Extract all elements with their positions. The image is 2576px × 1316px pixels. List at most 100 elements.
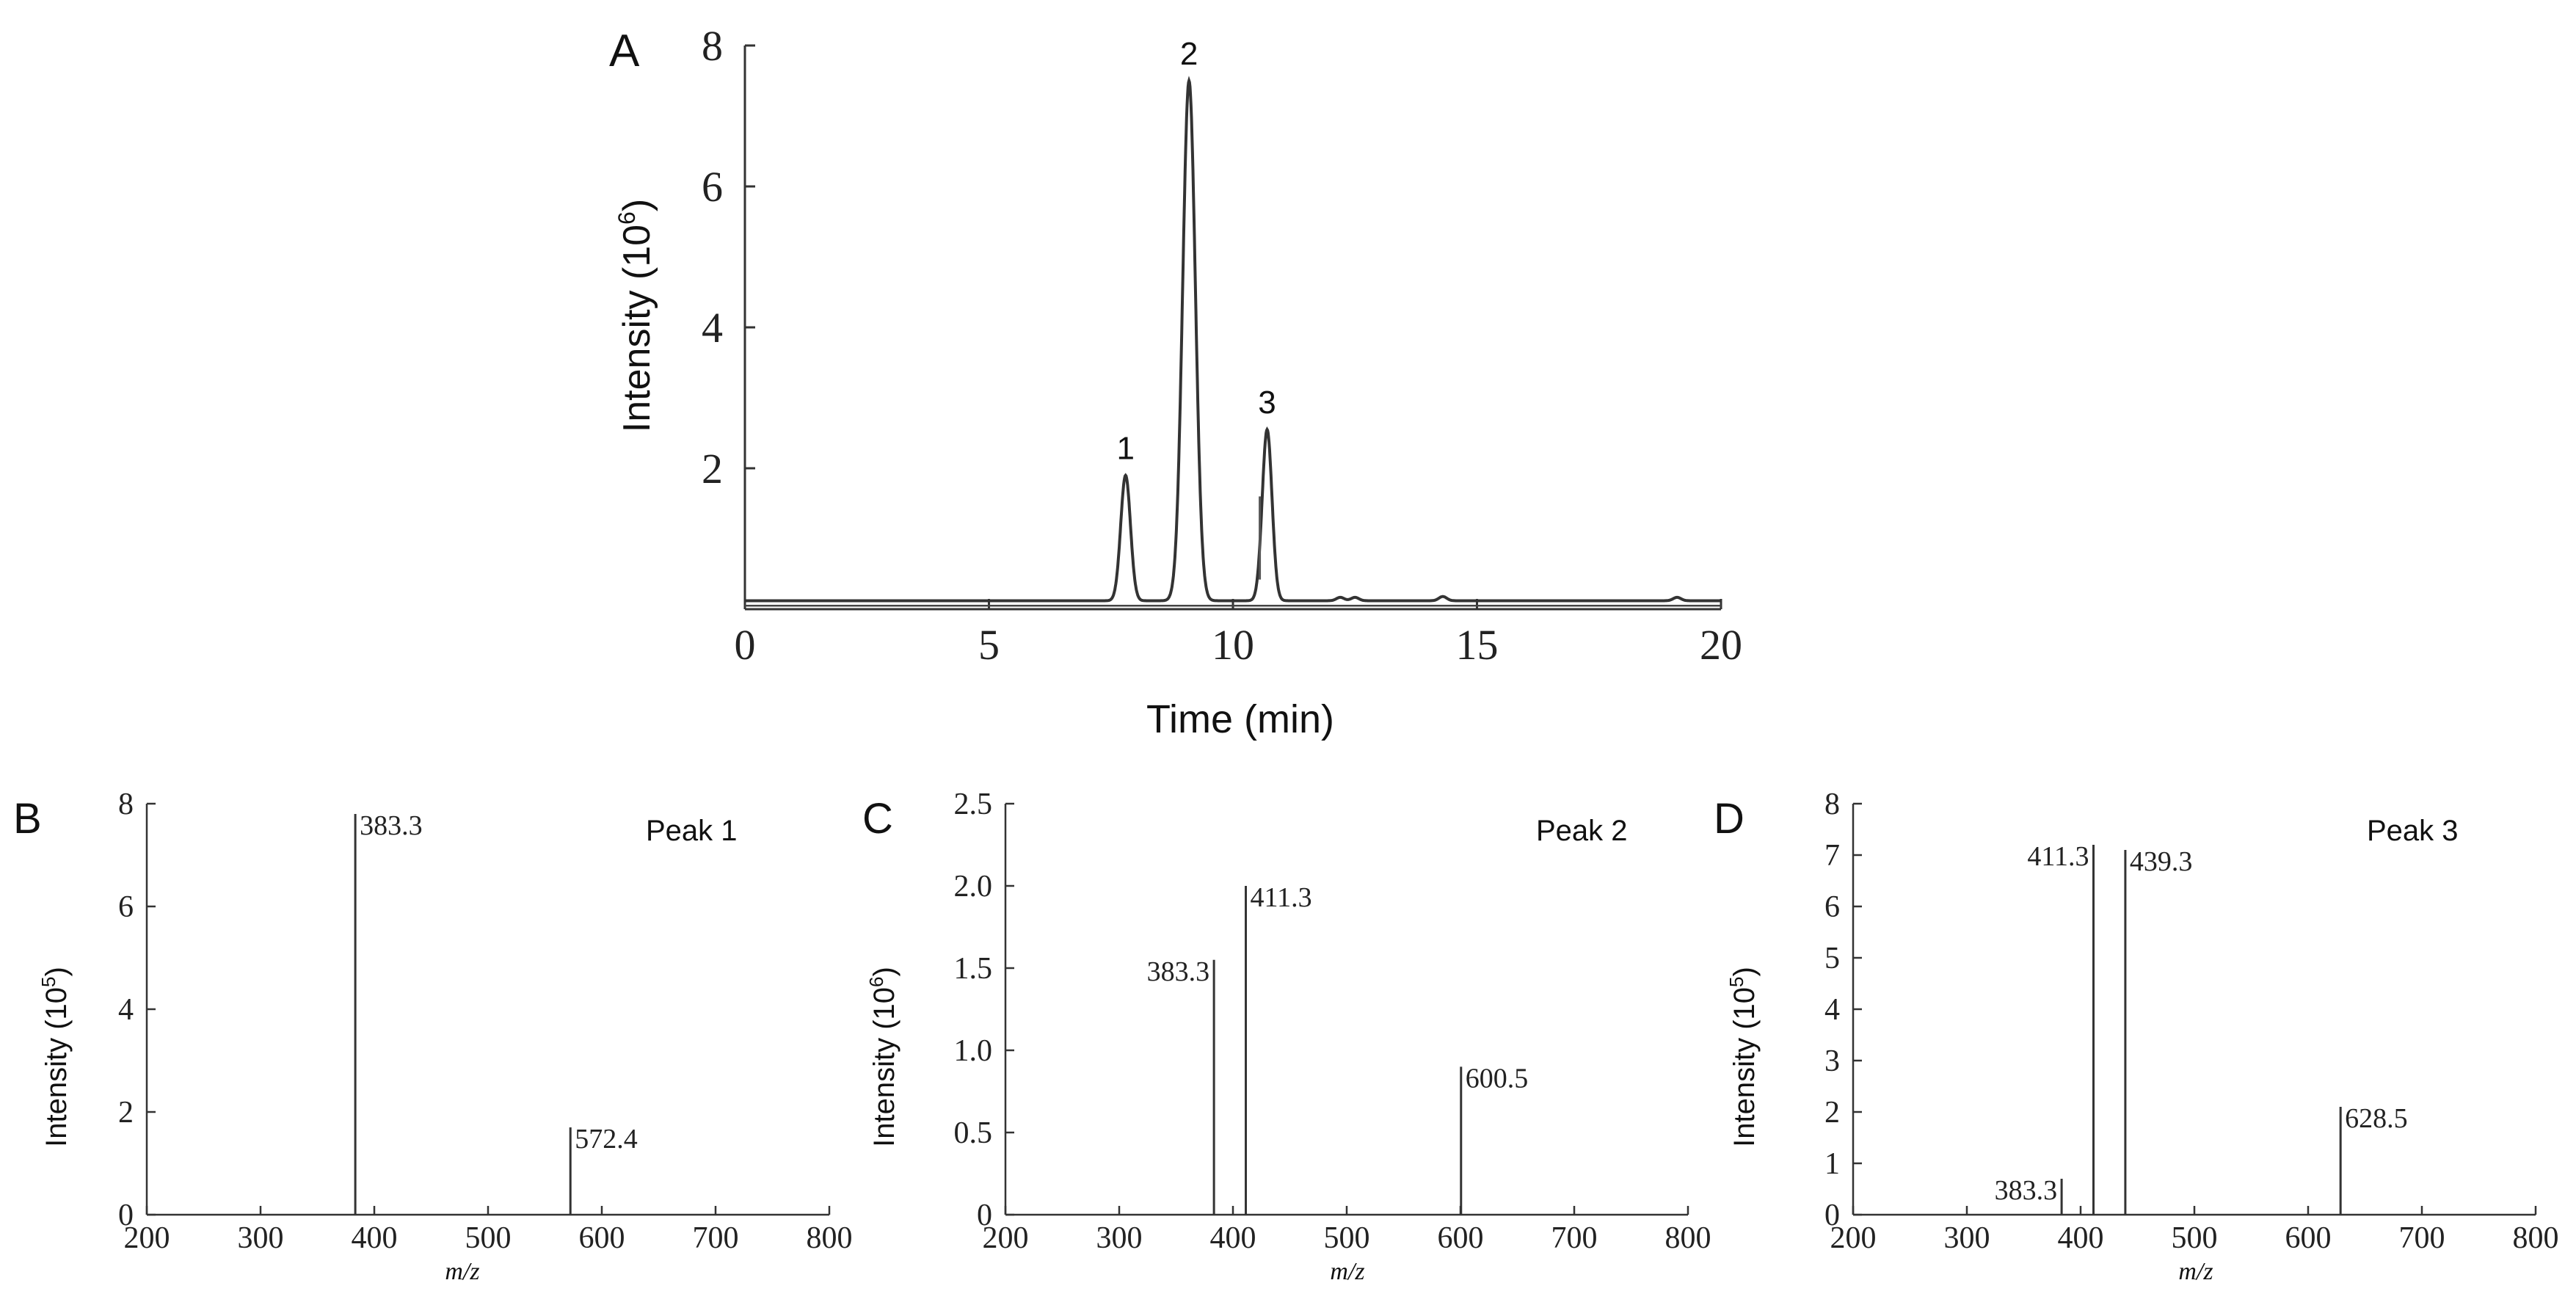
panel-d-peak-label: 628.5 xyxy=(2345,1103,2408,1134)
panel-d-letter: D xyxy=(1714,795,1744,843)
panel-c-letter: C xyxy=(862,795,893,843)
svg-text:Intensity (105): Intensity (105) xyxy=(1725,967,1761,1147)
panel-b-ylabel-close: ) xyxy=(40,967,73,976)
panel-b-x-tick-label: 800 xyxy=(807,1221,853,1255)
svg-text:Intensity (106): Intensity (106) xyxy=(865,967,900,1147)
panel-b-y-tick-label: 2 xyxy=(118,1096,134,1130)
panel-b-ylabel-main: Intensity (10 xyxy=(40,987,73,1147)
panel-a-ylabel-main: Intensity (10 xyxy=(616,225,658,432)
panel-a-xlabel: Time (min) xyxy=(1146,697,1334,741)
panel-c-y-tick-label: 1.0 xyxy=(954,1034,993,1068)
panel-a: A Intensity (106) Time (min) 0 5 10 15 20246… xyxy=(609,22,1742,741)
panel-a-ylabel-close: ) xyxy=(616,199,658,211)
svg-text:Intensity (106): Intensity (106) xyxy=(614,199,658,432)
panel-c-peak-label: 383.3 xyxy=(1147,956,1210,987)
panel-c-xlabel: m/z xyxy=(1330,1258,1364,1285)
panel-b-plot: 200 300 400 500 600 700 800 0 2 4 6 8 383.3 572.4 xyxy=(118,788,853,1255)
panel-a-yaxis-label: Intensity (106) xyxy=(614,199,658,432)
panel-d-y-tick-label: 4 xyxy=(1824,993,1840,1027)
panel-d-peak-label: 439.3 xyxy=(2130,846,2193,877)
panel-a-x-tick-label: 0 xyxy=(735,621,756,669)
panel-b-y-tick-label: 4 xyxy=(118,993,134,1027)
panel-d-y-tick-label: 1 xyxy=(1824,1147,1840,1181)
panel-d: D Intensity (105) Peak 3 m/z 200 300 400 50… xyxy=(1714,788,2559,1285)
panel-d-peak-label: 383.3 xyxy=(1995,1175,2058,1206)
panel-b-x-tick-label: 300 xyxy=(238,1221,284,1255)
panel-b-x-tick-label: 400 xyxy=(352,1221,398,1255)
panel-d-xlabel: m/z xyxy=(2178,1258,2213,1285)
panel-d-y-tick-label: 3 xyxy=(1824,1044,1840,1078)
panel-a-peak-label: 1 xyxy=(1116,431,1134,467)
panel-b-y-tick-label: 8 xyxy=(118,788,134,821)
panel-a-peak-label: 2 xyxy=(1180,36,1198,72)
panel-b-y-tick-label: 0 xyxy=(118,1199,134,1232)
panel-c-x-tick-label: 800 xyxy=(1665,1221,1711,1255)
panel-d-y-tick-label: 6 xyxy=(1824,890,1840,924)
panel-c-ylabel-exp: 6 xyxy=(865,976,887,986)
panel-a-peak-label: 3 xyxy=(1258,385,1276,421)
panel-b-xlabel: m/z xyxy=(445,1258,479,1285)
panel-a-x-tick-label: 10 xyxy=(1212,621,1254,669)
panel-d-x-tick-label: 600 xyxy=(2285,1221,2332,1255)
panel-a-x-tick-label: 20 xyxy=(1700,621,1742,669)
panel-d-title: Peak 3 xyxy=(2367,815,2459,847)
panel-a-plot: 0 5 10 15 20 2 4 6 8 1 2 3 xyxy=(702,22,1742,669)
panel-d-y-tick-label: 7 xyxy=(1824,839,1840,873)
panel-d-y-tick-label: 0 xyxy=(1824,1199,1840,1232)
panel-d-x-tick-label: 500 xyxy=(2172,1221,2218,1255)
panel-c-y-tick-label: 2.5 xyxy=(954,788,993,821)
panel-d-x-tick-label: 300 xyxy=(1944,1221,1990,1255)
panel-c-ylabel-close: ) xyxy=(868,967,900,976)
panel-c-y-tick-label: 0.5 xyxy=(954,1116,993,1150)
panel-c-x-tick-label: 600 xyxy=(1438,1221,1484,1255)
panel-d-x-tick-label: 400 xyxy=(2058,1221,2104,1255)
panel-d-peak-label: 411.3 xyxy=(2027,841,2089,872)
svg-text:Intensity (105): Intensity (105) xyxy=(37,967,73,1147)
panel-b-yaxis-label: Intensity (105) xyxy=(37,967,73,1147)
panel-b-ylabel-exp: 5 xyxy=(37,976,59,986)
panel-c-x-tick-label: 500 xyxy=(1324,1221,1370,1255)
panel-d-y-tick-label: 5 xyxy=(1824,942,1840,975)
panel-d-ylabel-main: Intensity (10 xyxy=(1728,987,1761,1147)
panel-a-y-tick-label: 4 xyxy=(702,304,723,352)
panel-d-x-tick-label: 700 xyxy=(2399,1221,2445,1255)
panel-c-y-tick-label: 2.0 xyxy=(954,870,993,904)
panel-a-ylabel-exp: 6 xyxy=(614,211,640,225)
panel-a-x-tick-label: 15 xyxy=(1456,621,1499,669)
panel-b-title: Peak 1 xyxy=(646,815,738,847)
panel-c-x-tick-label: 300 xyxy=(1096,1221,1143,1255)
panel-b-peak-label: 383.3 xyxy=(360,810,423,841)
panel-c-peak-label: 411.3 xyxy=(1251,882,1312,913)
panel-b-y-tick-label: 6 xyxy=(118,890,134,924)
panel-a-y-tick-label: 2 xyxy=(702,445,723,492)
panel-d-x-tick-label: 800 xyxy=(2513,1221,2559,1255)
panel-c-x-tick-label: 700 xyxy=(1551,1221,1598,1255)
panel-c-title: Peak 2 xyxy=(1536,815,1628,847)
panel-c-x-tick-label: 200 xyxy=(983,1221,1029,1255)
panel-b-x-tick-label: 600 xyxy=(579,1221,625,1255)
panel-b-x-tick-label: 700 xyxy=(693,1221,739,1255)
panel-d-ylabel-exp: 5 xyxy=(1725,976,1747,986)
panel-b-letter: B xyxy=(13,795,42,843)
panel-c-y-tick-label: 0 xyxy=(977,1199,992,1232)
panel-c-x-tick-label: 400 xyxy=(1210,1221,1256,1255)
panel-c-yaxis-label: Intensity (106) xyxy=(865,967,900,1147)
panel-d-x-tick-label: 200 xyxy=(1830,1221,1877,1255)
panel-b: B Intensity (105) Peak 1 m/z 200 300 400 50… xyxy=(13,788,853,1285)
panel-c-y-tick-label: 1.5 xyxy=(954,952,993,986)
panel-a-y-tick-label: 8 xyxy=(702,22,723,70)
panel-c-ylabel-main: Intensity (10 xyxy=(868,987,900,1147)
panel-a-x-tick-label: 5 xyxy=(978,621,1000,669)
panel-c-peak-label: 600.5 xyxy=(1466,1063,1528,1094)
panel-c: C Intensity (106) Peak 2 m/z 200 300 400 50… xyxy=(862,788,1711,1285)
panel-b-x-tick-label: 500 xyxy=(465,1221,512,1255)
panel-a-y-tick-label: 6 xyxy=(702,163,723,211)
panel-a-letter: A xyxy=(609,26,640,76)
panel-b-peak-label: 572.4 xyxy=(575,1124,638,1155)
panel-d-plot: 200 300 400 500 600 700 800 0 1 2 3 4 5 6 7 8 383.3 411.3… xyxy=(1824,788,2559,1255)
panel-d-y-tick-label: 2 xyxy=(1824,1096,1840,1130)
panel-d-yaxis-label: Intensity (105) xyxy=(1725,967,1761,1147)
panel-b-x-tick-label: 200 xyxy=(124,1221,170,1255)
panel-c-plot: 200 300 400 500 600 700 800 0 0.5 1.0 1.5 2.0 2.5 383… xyxy=(954,788,1711,1255)
panel-a-trace xyxy=(745,76,1721,603)
